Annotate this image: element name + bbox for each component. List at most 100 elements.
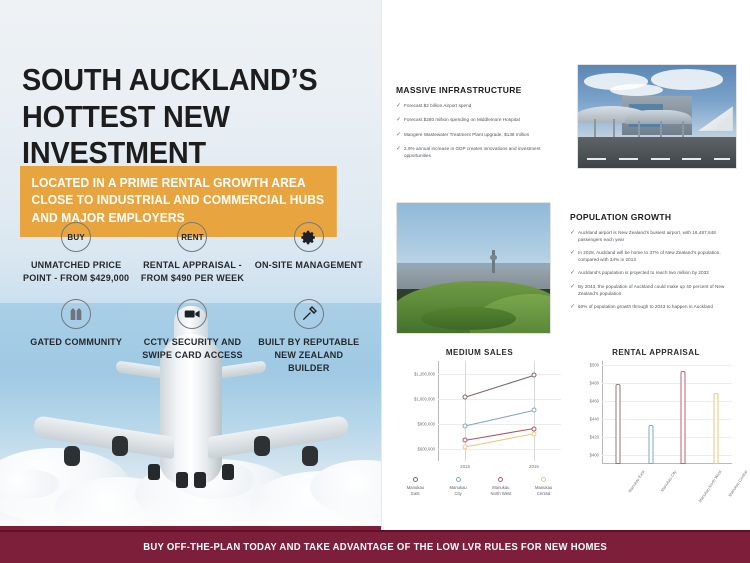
chart-title: Rental Appraisal	[612, 348, 700, 357]
gridline	[438, 448, 561, 450]
y-axis-label: $500	[589, 362, 599, 368]
y-axis-label: $800,000	[417, 421, 435, 426]
bullet-item: ✓ Auckland’s population is projected to …	[570, 269, 738, 278]
legend-item: Manukau North West	[480, 477, 523, 498]
road-marking	[713, 157, 730, 160]
cloud-shape	[650, 69, 724, 90]
medium-sales-plot: $600,000 $800,000 $1,000,000 $1,200,000 2015…	[414, 361, 561, 469]
series-line	[464, 374, 535, 398]
bar	[680, 370, 686, 464]
gridline	[602, 437, 732, 439]
cloud-shape	[0, 469, 60, 499]
bullet-text: 2.9% annual increase in GDP creates inno…	[404, 145, 541, 159]
data-point	[462, 444, 468, 450]
legend-marker-icon	[498, 477, 504, 482]
y-axis-label: $480	[589, 380, 599, 386]
bullet-item: ✓ In 2028, Auckland will be home to 37% …	[570, 249, 738, 264]
check-icon: ✓	[570, 230, 576, 236]
pillar	[593, 118, 596, 142]
road-marking	[650, 157, 670, 160]
hammer-icon	[293, 299, 324, 330]
feature-label: CCTV Security and Swipe Card Access	[142, 337, 243, 361]
feature-label: Built by Reputable New Zealand Builder	[258, 337, 360, 374]
check-icon: ✓	[570, 269, 576, 276]
bullet-item: ✓ 60% of population growth through to 20…	[570, 303, 738, 312]
category-gridline	[465, 361, 467, 461]
engine	[302, 446, 318, 466]
gridline	[602, 401, 732, 403]
medium-sales-chart: Medium Sales $600,000 $800,000 $1,000,000 $…	[392, 348, 567, 523]
gridline	[438, 373, 561, 375]
terminal-canopy	[625, 110, 692, 124]
bullet-item: ✓ Mangere Wastewater Treatment Plant upg…	[396, 131, 561, 140]
y-axis-label: $1,000,000	[414, 396, 435, 401]
y-axis-label: $400	[589, 452, 599, 458]
feature-label: Unmatched Price Point - from $429,000	[23, 260, 130, 284]
data-point	[462, 394, 468, 400]
bullet-item: ✓ 2.9% annual increase in GDP creates in…	[396, 145, 561, 160]
bullet-item: ✓ Forecast $280 million spending on Midd…	[396, 116, 561, 125]
bullet-text: Mangere Wastewater Treatment Plant upgra…	[404, 131, 530, 137]
legend-item: Manukau East	[394, 477, 437, 498]
pillar	[638, 120, 641, 142]
bullet-text: Forecast $2 billion Airport spend	[404, 103, 472, 108]
rent-icon-text: RENT	[181, 232, 204, 242]
data-point	[462, 423, 468, 429]
population-block: Population Growth ✓ Auckland airport is …	[570, 212, 738, 317]
wing-right	[208, 414, 348, 460]
feature-label: Rental Appraisal - from $490 per week	[140, 260, 245, 284]
buy-icon-text: BUY	[67, 232, 85, 242]
legend-label: Manukau Central	[535, 485, 553, 497]
bullet-item: ✓ Auckland airport is New Zealand’s busi…	[570, 229, 738, 244]
crater	[421, 307, 517, 331]
bullet-text: Forecast $280 million spending on Middle…	[404, 117, 520, 123]
harbour-water	[397, 262, 550, 274]
fuselage	[160, 334, 222, 484]
landing-gear	[148, 464, 160, 480]
panel-divider	[381, 0, 382, 530]
airplane-photo	[0, 303, 382, 533]
data-point	[531, 431, 537, 437]
x-axis-label: Manukau Central	[726, 469, 749, 498]
x-axis-label: Manukau City	[659, 469, 678, 493]
data-point	[531, 372, 537, 378]
rental-appraisal-plot: $400 $420 $440 $460 $480 $500 Manukau East Manu…	[590, 361, 748, 503]
bar	[615, 384, 621, 464]
y-axis-label: $600,000	[417, 446, 435, 451]
left-panel: South Auckland’s Hottest New Investment …	[0, 0, 382, 563]
series-line	[464, 427, 535, 441]
legend-marker-icon	[541, 477, 547, 482]
legend-marker-icon	[412, 477, 418, 482]
road-marking	[619, 157, 639, 160]
feature-item-management: On-Site Management	[253, 222, 365, 285]
check-icon: ✓	[570, 284, 576, 291]
infrastructure-title: Massive Infrastructure	[396, 85, 522, 95]
x-axis-label: 2015	[460, 464, 470, 469]
series-lines	[464, 374, 535, 448]
data-point	[531, 407, 537, 413]
check-icon: ✓	[396, 131, 402, 138]
legend-item: Manukau Central	[522, 477, 565, 498]
landing-gear	[194, 472, 206, 488]
feature-label: Gated Community	[30, 337, 123, 348]
population-title: Population Growth	[570, 212, 672, 222]
rental-appraisal-chart: Rental Appraisal $400 $420 $440 $460 $480 $50…	[572, 348, 748, 523]
check-icon: ✓	[396, 117, 402, 124]
infrastructure-block: Massive Infrastructure ✓ Forecast $2 bil…	[396, 85, 561, 165]
wing-left	[34, 414, 174, 460]
y-axis-label: $440	[589, 416, 599, 422]
y-axis-label: $460	[589, 398, 599, 404]
pillar	[612, 118, 615, 142]
cctv-camera-icon	[177, 299, 208, 330]
check-icon: ✓	[570, 303, 576, 310]
legend-label: Manukau City	[449, 485, 467, 497]
gridline	[602, 383, 732, 385]
legend-label: Manukau North West	[490, 485, 512, 497]
data-point	[531, 426, 537, 431]
series-line	[464, 433, 535, 448]
roadway	[578, 137, 736, 168]
feature-item-gated: Gated Community	[20, 299, 132, 375]
bullet-text: Auckland airport is New Zealand’s busies…	[578, 230, 716, 243]
check-icon: ✓	[396, 145, 402, 152]
